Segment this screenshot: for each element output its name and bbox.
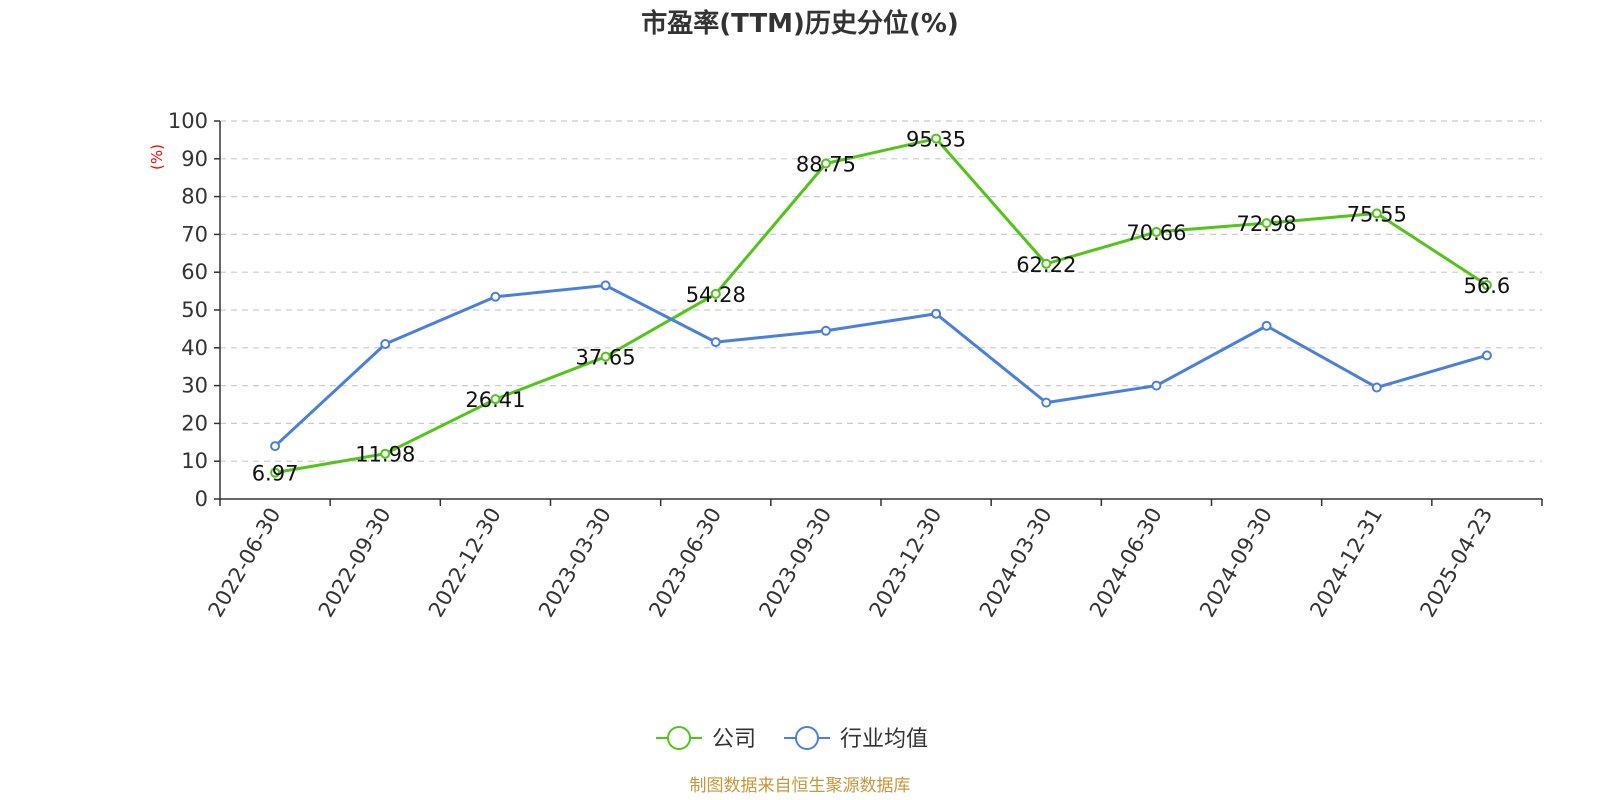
x-tick-label-2025-04-23: 2025-04-23 [1415, 504, 1497, 622]
series-1-point-0 [270, 441, 281, 452]
series-1-point-6 [931, 308, 942, 319]
series-0-point-1 [380, 448, 391, 459]
series-0-point-0 [270, 467, 281, 478]
x-tick-label-2022-12-30: 2022-12-30 [424, 504, 506, 622]
grid-lines [220, 120, 1542, 462]
legend-label-1: 行业均值 [840, 727, 928, 752]
x-tick-label-2024-09-30: 2024-09-30 [1195, 504, 1277, 622]
data-label-0-8: 70.66 [1126, 221, 1186, 245]
series-0-point-3 [600, 351, 611, 362]
series-1-point-10 [1371, 382, 1382, 393]
x-axis-ticks: 2022-06-30 2022-09-30 2022-12-30 2023-03-30… [204, 499, 1543, 622]
data-label-0-1: 11.98 [355, 443, 415, 467]
y-tick-label-80: 80 [181, 185, 208, 209]
y-tick-label-20: 20 [181, 411, 208, 435]
source-footer: 制图数据来自恒生聚源数据库 [690, 776, 911, 796]
x-tick-label-2023-09-30: 2023-09-30 [754, 504, 836, 622]
data-label-0-0: 6.97 [252, 462, 299, 486]
y-tick-label-70: 70 [181, 222, 208, 246]
series-0-point-6 [931, 133, 942, 144]
x-tick-label-2024-12-31: 2024-12-31 [1305, 504, 1387, 622]
series-1-point-9 [1261, 320, 1272, 331]
x-tick-label-2022-06-30: 2022-06-30 [204, 504, 286, 622]
x-tick-label-2023-06-30: 2023-06-30 [644, 504, 726, 622]
y-tick-label-0: 0 [195, 487, 208, 511]
y-axis-unit-label: (%) [148, 144, 166, 170]
series-0-point-9 [1261, 218, 1272, 229]
y-tick-label-10: 10 [181, 449, 208, 473]
series-line-1 [274, 283, 1488, 448]
series-1-point-5 [820, 325, 831, 336]
x-tick-label-2023-03-30: 2023-03-30 [534, 504, 616, 622]
data-label-0-10: 75.55 [1347, 202, 1407, 226]
data-label-0-9: 72.98 [1237, 212, 1297, 236]
data-label-0-7: 62.22 [1016, 253, 1076, 277]
series-1-point-8 [1151, 380, 1162, 391]
legend: 公司 行业均值 [656, 726, 928, 752]
data-label-0-2: 26.41 [465, 388, 525, 412]
series-1-point-4 [710, 337, 721, 348]
series-0-point-2 [490, 394, 501, 405]
series-layer [270, 133, 1492, 478]
legend-marker-0 [667, 726, 691, 750]
series-0-point-10 [1371, 208, 1382, 219]
chart-title: 市盈率(TTM)历史分位(%) [641, 8, 959, 39]
x-tick-label-2024-03-30: 2024-03-30 [975, 504, 1057, 622]
series-0-point-8 [1151, 226, 1162, 237]
x-tick-label-2024-06-30: 2024-06-30 [1085, 504, 1167, 622]
series-0-point-5 [820, 158, 831, 169]
data-label-0-4: 54.28 [686, 283, 746, 307]
data-labels: 6.97 11.98 26.41 37.65 54.28 88.75 95.35 62.22 7… [252, 128, 1511, 486]
y-tick-label-100: 100 [168, 109, 208, 133]
series-1-point-3 [600, 280, 611, 291]
series-1-point-11 [1481, 350, 1492, 361]
y-tick-label-30: 30 [181, 374, 208, 398]
data-label-0-11: 56.6 [1464, 274, 1511, 298]
series-0-point-4 [710, 288, 721, 299]
series-0-point-7 [1041, 258, 1052, 269]
x-tick-label-2022-09-30: 2022-09-30 [314, 504, 396, 622]
legend-label-0: 公司 [712, 727, 756, 752]
series-line-0 [274, 137, 1488, 475]
y-tick-label-50: 50 [181, 298, 208, 322]
data-label-0-6: 95.35 [906, 128, 966, 152]
series-0-point-11 [1481, 280, 1492, 291]
legend-marker-1 [795, 726, 819, 750]
series-1-point-2 [490, 291, 501, 302]
y-tick-label-60: 60 [181, 260, 208, 284]
x-tick-label-2023-12-30: 2023-12-30 [865, 504, 947, 622]
series-1-point-7 [1041, 397, 1052, 408]
y-axis-ticks: 0 10 20 30 40 50 60 70 80 90 100 [168, 109, 220, 511]
y-tick-label-90: 90 [181, 147, 208, 171]
y-tick-label-40: 40 [181, 336, 208, 360]
series-1-point-1 [380, 339, 391, 350]
data-label-0-3: 37.65 [576, 346, 636, 370]
data-label-0-5: 88.75 [796, 153, 856, 177]
